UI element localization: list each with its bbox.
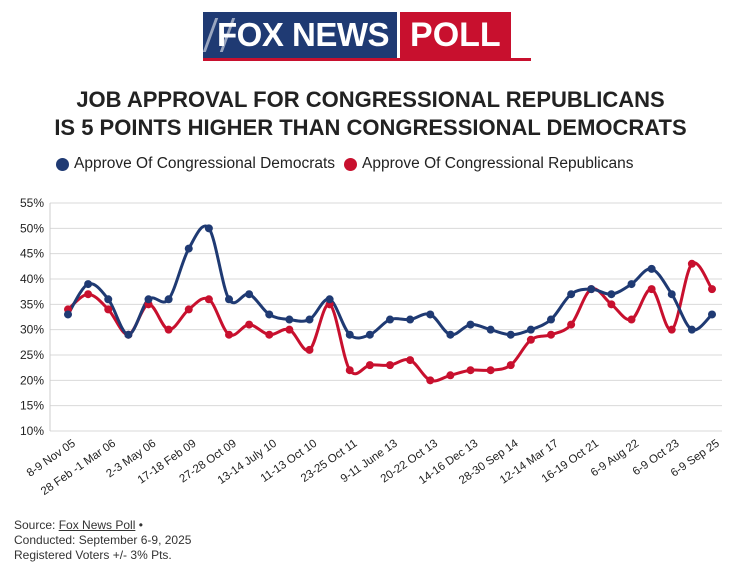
data-point-democrats (708, 310, 716, 319)
data-point-republicans (627, 315, 636, 324)
data-point-democrats (406, 315, 415, 324)
logo-brand-text: FOX NEWS (217, 16, 390, 53)
source-line: Source: Fox News Poll • (14, 518, 191, 533)
data-point-republicans (708, 285, 716, 294)
data-point-republicans (687, 259, 696, 268)
line-chart: 10%15%20%25%30%35%40%45%50%55%8-9 Nov 05… (20, 196, 722, 498)
y-tick-label: 25% (20, 348, 44, 362)
data-point-democrats (587, 285, 596, 294)
data-point-republicans (446, 371, 455, 380)
logo-underline (203, 58, 531, 61)
data-point-democrats (547, 315, 555, 324)
data-point-republicans (285, 325, 294, 334)
data-point-democrats (245, 290, 254, 299)
data-point-republicans (567, 320, 576, 329)
data-point-republicans (667, 325, 676, 334)
data-point-republicans (365, 361, 374, 370)
data-point-democrats (466, 320, 475, 329)
chart-legend: Approve Of Congressional Democrats Appro… (56, 155, 642, 173)
data-point-republicans (486, 366, 495, 375)
y-tick-label: 10% (20, 424, 44, 438)
data-point-democrats (506, 330, 515, 339)
data-point-democrats (567, 290, 576, 299)
data-point-republicans (164, 325, 173, 334)
y-tick-label: 55% (20, 196, 44, 210)
data-point-republicans (104, 305, 113, 314)
y-tick-label: 35% (20, 297, 44, 311)
source-link[interactable]: Fox News Poll (58, 518, 136, 532)
data-point-democrats (124, 330, 133, 339)
data-point-democrats (486, 325, 495, 334)
data-point-republicans (345, 366, 354, 375)
data-point-republicans (526, 335, 535, 344)
chart-title-line-1: JOB APPROVAL FOR CONGRESSIONAL REPUBLICA… (76, 87, 665, 112)
data-point-republicans (607, 300, 616, 309)
legend-swatch-republicans (344, 157, 358, 171)
data-point-republicans (426, 376, 435, 385)
data-point-democrats (305, 315, 314, 324)
data-point-republicans (225, 330, 233, 339)
data-point-democrats (647, 264, 656, 273)
data-point-democrats (265, 310, 274, 319)
data-point-democrats (104, 295, 113, 304)
y-tick-label: 45% (20, 247, 44, 261)
data-point-republicans (406, 356, 415, 365)
y-tick-label: 20% (20, 373, 44, 387)
logo-brand: FOX NEWS (202, 12, 398, 58)
data-point-democrats (345, 330, 354, 339)
data-point-republicans (84, 290, 93, 299)
x-tick-label: 28 Feb -1 Mar 06 (39, 438, 118, 498)
data-point-democrats (225, 295, 233, 304)
data-point-democrats (365, 330, 374, 339)
legend-label-democrats: Approve Of Congressional Democrats (74, 155, 336, 172)
legend-item-democrats: Approve Of Congressional Democrats (56, 155, 335, 173)
data-point-democrats (184, 244, 193, 253)
footer: Source: Fox News Poll • Conducted: Septe… (14, 518, 191, 563)
data-point-republicans (245, 320, 254, 329)
data-point-democrats (607, 290, 616, 299)
data-point-democrats (687, 325, 696, 334)
fox-news-poll-logo: FOX NEWS POLL (202, 12, 511, 58)
y-tick-label: 40% (20, 272, 44, 286)
y-tick-label: 50% (20, 221, 44, 235)
data-point-republicans (506, 361, 515, 370)
data-point-democrats (64, 310, 72, 319)
data-point-democrats (285, 315, 294, 324)
chart-title-line-2: IS 5 POINTS HIGHER THAN CONGRESSIONAL DE… (54, 115, 687, 140)
source-label: Source: (14, 518, 56, 532)
data-point-republicans (466, 366, 475, 375)
data-point-republicans (204, 295, 213, 304)
legend-label-republicans: Approve Of Congressional Republicans (362, 155, 634, 172)
data-point-democrats (164, 295, 173, 304)
data-point-republicans (547, 330, 555, 339)
data-point-democrats (667, 290, 676, 299)
data-point-democrats (204, 224, 213, 233)
logo-poll: POLL (400, 12, 511, 58)
data-point-democrats (84, 280, 93, 289)
data-point-democrats (526, 325, 535, 334)
conducted-dates: Conducted: September 6-9, 2025 (14, 533, 192, 547)
legend-item-republicans: Approve Of Congressional Republicans (344, 155, 633, 173)
data-point-republicans (647, 285, 656, 294)
source-bullet: • (138, 518, 143, 532)
y-tick-label: 15% (20, 399, 44, 413)
y-tick-label: 30% (20, 323, 44, 337)
legend-swatch-democrats (56, 157, 69, 171)
data-point-republicans (305, 345, 314, 354)
data-point-democrats (386, 315, 394, 324)
data-point-republicans (386, 361, 394, 370)
data-point-democrats (446, 330, 455, 339)
data-point-democrats (627, 280, 636, 289)
data-point-democrats (144, 295, 153, 304)
data-point-republicans (265, 330, 274, 339)
data-point-democrats (426, 310, 435, 319)
sample-note: Registered Voters +/- 3% Pts. (14, 548, 172, 562)
data-point-republicans (184, 305, 193, 314)
data-point-democrats (325, 295, 334, 304)
